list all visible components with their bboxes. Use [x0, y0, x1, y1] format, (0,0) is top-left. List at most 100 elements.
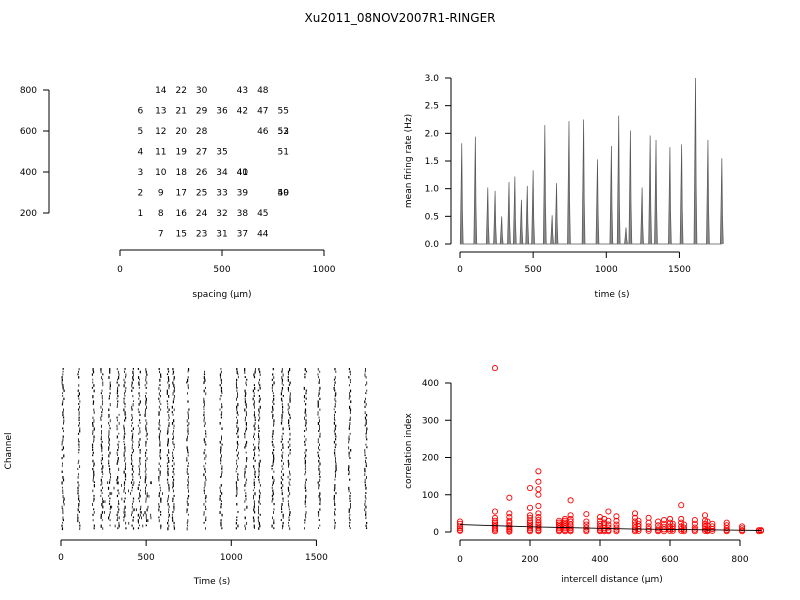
correlation-point [535, 468, 542, 475]
x-tick-label: 500 [525, 265, 542, 275]
electrode-label: 49 [277, 189, 289, 199]
x-tick-label: 0 [457, 555, 463, 565]
correlation-point [661, 517, 668, 524]
correlation-point [631, 524, 639, 531]
electrode-label: 44 [257, 230, 269, 240]
firing-rate-burst [720, 158, 724, 245]
electrode-label: 55 [277, 107, 288, 117]
electrode-label: 9 [158, 189, 164, 199]
electrode-label: 25 [196, 189, 207, 199]
correlation-point [666, 515, 674, 523]
electrode-label: 40 [237, 168, 249, 178]
y-tick-label: 600 [20, 127, 37, 137]
firing-rate-burst [554, 183, 559, 245]
correlation-point [535, 525, 542, 532]
x-tick-label: 200 [521, 555, 538, 565]
electrode-label: 24 [196, 209, 208, 219]
spike-raster-chart: Time (s) Channel 0 500 1000 1500 [4, 368, 368, 587]
correlation-point [613, 524, 620, 531]
firing-rate-burst [654, 139, 658, 245]
electrode-label: 50 [277, 189, 289, 199]
firing-rate-burst [473, 136, 478, 245]
firing-rate-burst [640, 187, 644, 245]
correlation-point [456, 523, 464, 530]
electrode-label: 51 [277, 148, 288, 158]
electrode-label: 15 [175, 230, 186, 240]
correlation-point [691, 528, 698, 535]
electrode-label: 1 [138, 209, 144, 219]
y-tick-label: 400 [20, 168, 37, 178]
correlation-point [535, 528, 542, 535]
correlation-point [739, 525, 746, 532]
electrode-label: 33 [216, 189, 227, 199]
firing-rate-burst [550, 215, 554, 245]
y-tick-label: 200 [20, 209, 37, 219]
firing-rate-burst [513, 176, 517, 245]
electrode-label: 37 [237, 230, 248, 240]
correlation-point [691, 517, 698, 524]
correlation-point [506, 510, 513, 517]
correlation-point [669, 527, 676, 534]
electrode-label: 19 [175, 148, 187, 158]
electrode-label: 10 [155, 168, 167, 178]
y-tick-label: 300 [422, 416, 439, 426]
firing-rate-burst [519, 199, 524, 245]
correlation-point [567, 512, 574, 519]
correlation-point [613, 513, 620, 520]
correlation-fit-line [459, 524, 762, 531]
firing-rate-ylabel: mean firing rate (Hz) [404, 114, 414, 208]
electrode-label: 16 [175, 209, 187, 219]
correlation-point [678, 515, 685, 523]
firing-rate-burst [542, 125, 547, 245]
electrode-label: 52 [277, 127, 288, 137]
y-tick-label: 200 [422, 454, 439, 464]
correlation-xlabel: intercell distance (µm) [561, 575, 663, 585]
electrode-label: 38 [237, 209, 249, 219]
correlation-point [506, 528, 513, 535]
correlation-point [526, 504, 534, 511]
correlation-point [631, 510, 639, 517]
electrode-label: 27 [196, 148, 207, 158]
correlation-point [680, 524, 688, 531]
correlation-point [655, 525, 662, 532]
correlation-point [655, 528, 662, 535]
x-tick-label: 0 [58, 553, 64, 563]
correlation-point [691, 524, 698, 531]
correlation-point [635, 527, 642, 534]
figure-title: Xu2011_08NOV2007R1-RINGER [305, 11, 496, 25]
electrode-label: 4 [138, 148, 144, 158]
correlation-point [709, 523, 716, 530]
electrode-label: 31 [216, 230, 227, 240]
firing-rate-burst [531, 170, 535, 245]
correlation-point [456, 525, 464, 532]
correlation-point [491, 365, 499, 372]
y-tick-label: 2.5 [425, 102, 439, 112]
electrode-label: 2 [138, 189, 144, 199]
electrode-label: 5 [138, 127, 144, 137]
firing-rate-burst [499, 216, 504, 245]
electrode-label: 21 [175, 107, 186, 117]
x-tick-label: 1500 [668, 265, 691, 275]
electrode-label: 17 [175, 189, 186, 199]
correlation-point [709, 527, 716, 534]
x-tick-label: 0 [117, 265, 123, 275]
correlation-point [701, 512, 709, 519]
correlation-point [583, 518, 590, 525]
correlation-point [645, 527, 652, 534]
firing-rate-burst [706, 139, 710, 245]
electrode-label: 35 [216, 148, 227, 158]
correlation-point [506, 517, 513, 524]
correlation-point [491, 508, 499, 515]
y-tick-label: 100 [422, 491, 439, 501]
electrode-label: 18 [175, 168, 187, 178]
x-tick-label: 1000 [595, 265, 618, 275]
correlation-point [680, 528, 688, 535]
correlation-point [535, 478, 542, 485]
correlation-point [739, 528, 746, 535]
correlation-point [605, 517, 612, 524]
firing-rate-burst [485, 187, 490, 245]
x-tick-label: 0 [457, 265, 463, 275]
correlation-point [567, 497, 574, 504]
